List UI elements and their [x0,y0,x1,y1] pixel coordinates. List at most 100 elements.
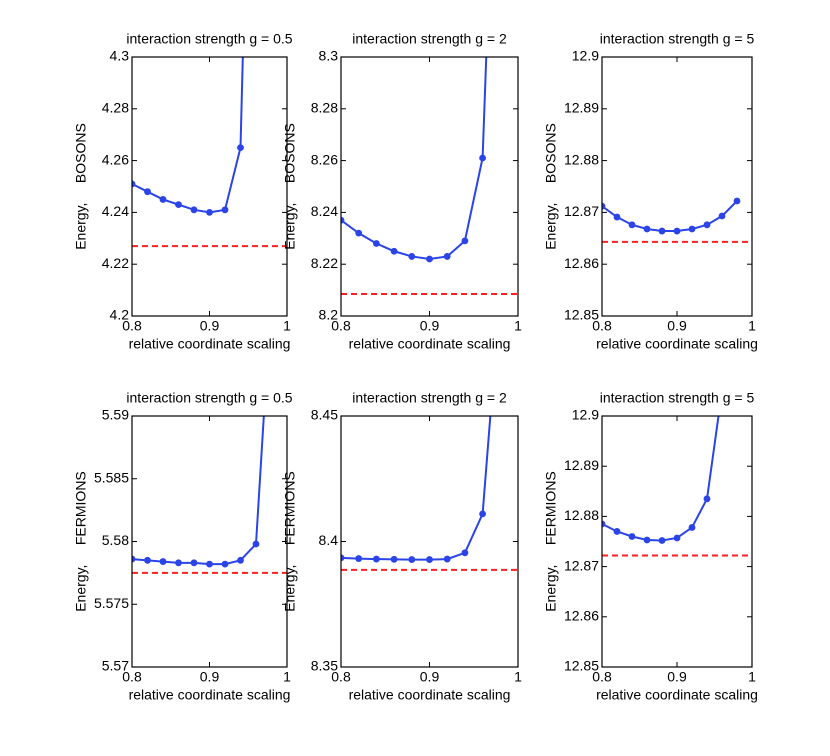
data-line [341,416,492,561]
data-point [175,201,182,209]
subplot: interaction strength g = 0.5 relative coo… [73,31,293,352]
data-point [443,555,451,563]
y-axis-label: Energy, FERMIONS [282,471,298,612]
y-axis-label: Energy, FERMIONS [73,471,89,612]
y-tick-label: 5.59 [102,407,129,423]
data-point [443,253,451,260]
data-point [688,524,696,531]
y-tick-label: 12.9 [572,407,599,423]
data-point [159,558,167,565]
x-tick-label: 1 [748,318,756,334]
data-point [408,556,416,563]
x-tick-label: 0.8 [592,669,612,685]
data-point [497,287,504,294]
data-point [658,537,666,544]
subplot-title: interaction strength g = 5 [600,31,755,47]
y-tick-label: 5.57 [102,658,129,674]
data-point [461,237,469,245]
x-tick-label: 0.8 [331,318,351,334]
series [132,416,265,568]
data-point [703,221,711,229]
x-axis-label: relative coordinate scaling [349,336,511,352]
data-point [144,556,151,564]
data-point [426,255,433,263]
data-point [718,212,726,220]
subplot-title: interaction strength g = 5 [600,390,755,406]
data-point [237,144,244,152]
y-tick-label: 4.2 [110,307,130,323]
data-point [602,520,606,528]
data-point [132,180,136,188]
data-point [221,206,229,214]
data-point [341,554,345,562]
data-point [252,540,260,548]
x-axis-label: relative coordinate scaling [129,336,291,352]
series [341,57,488,263]
series [132,57,244,216]
subplot-title: interaction strength g = 2 [352,31,507,47]
y-tick-label: 12.85 [564,307,599,323]
data-point [426,556,433,563]
y-tick-label: 8.28 [311,100,338,116]
subplot-title: interaction strength g = 0.5 [126,390,292,406]
y-tick-label: 8.24 [311,203,338,219]
subplot: interaction strength g = 2 relative coord… [282,287,522,703]
x-tick-label: 1 [514,669,522,685]
x-axis-label: relative coordinate scaling [129,687,291,703]
axes-frame [601,415,753,668]
data-point [479,510,486,518]
data-point [688,225,696,233]
data-point [613,528,621,535]
x-tick-label: 0.9 [667,669,687,685]
x-tick-label: 0.9 [420,669,440,685]
x-tick-label: 0.9 [200,318,220,334]
y-tick-label: 8.35 [311,658,338,674]
y-axis-label: Energy, BOSONS [282,123,298,250]
data-point [408,253,416,260]
x-axis-label: relative coordinate scaling [596,687,758,703]
data-point [658,227,666,235]
x-tick-label: 0.9 [667,318,687,334]
x-axis-label: relative coordinate scaling [596,336,758,352]
x-tick-label: 0.9 [200,669,220,685]
x-tick-label: 1 [283,669,291,685]
data-point [355,555,363,562]
x-tick-label: 0.8 [331,669,351,685]
axes-frame [340,56,519,317]
y-axis-label: Energy, BOSONS [73,123,89,250]
data-point [159,196,167,203]
data-point [733,197,741,205]
data-point [341,216,345,224]
y-tick-label: 8.45 [311,407,338,423]
y-tick-label: 4.28 [102,100,129,116]
axes-frame [340,415,519,668]
data-line [341,57,488,261]
y-tick-label: 4.22 [102,255,129,271]
data-line [602,416,720,542]
y-tick-label: 12.87 [564,557,599,573]
data-point [373,240,380,247]
y-tick-label: 4.24 [102,203,129,219]
y-tick-label: 8.22 [311,255,338,271]
data-point [628,533,636,540]
y-tick-label: 4.26 [102,151,129,167]
data-point [390,555,398,563]
data-line [602,200,738,233]
data-point [190,206,198,214]
x-tick-label: 1 [748,669,756,685]
y-tick-label: 12.9 [572,48,599,64]
data-point [673,227,681,235]
series [602,416,720,544]
y-tick-label: 12.85 [564,658,599,674]
axes-frame [131,56,288,317]
y-tick-label: 8.2 [319,307,339,323]
x-tick-label: 0.8 [122,318,142,334]
x-tick-label: 1 [514,318,522,334]
subplot: interaction strength g = 5 relative coord… [543,31,758,352]
data-point [643,536,651,544]
x-tick-label: 0.8 [122,669,142,685]
subplot-title: interaction strength g = 0.5 [126,31,292,47]
y-tick-label: 5.575 [94,595,129,611]
y-tick-label: 8.26 [311,151,338,167]
